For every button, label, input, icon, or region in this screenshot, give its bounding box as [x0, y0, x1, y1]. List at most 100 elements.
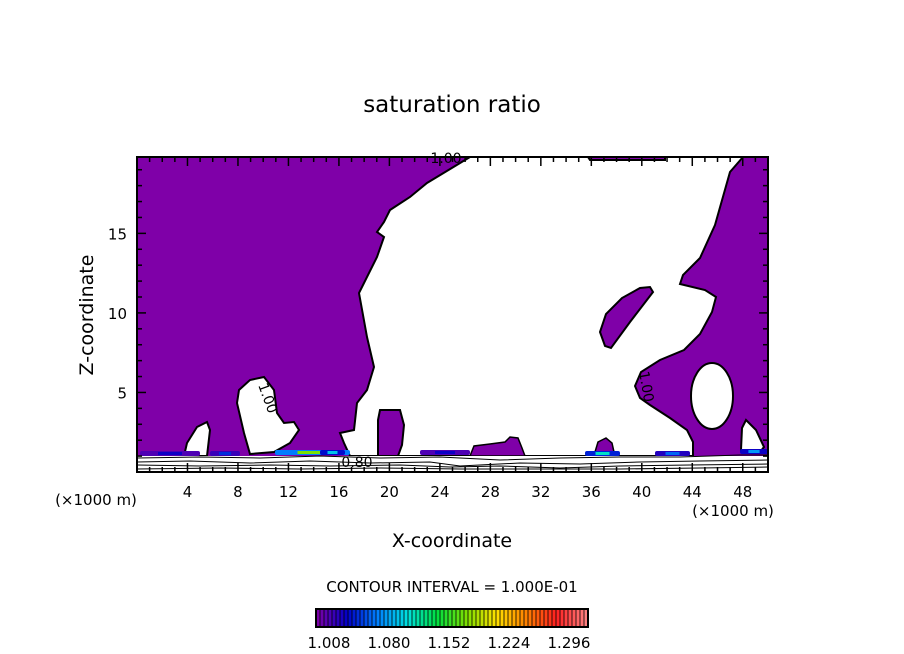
colorbar-swatch — [576, 609, 580, 627]
color-streak-core — [219, 452, 231, 455]
colorbar-swatch — [328, 609, 332, 627]
colorbar-swatch — [344, 609, 348, 627]
colorbar-swatch — [356, 609, 360, 627]
colorbar-swatch — [316, 609, 320, 627]
colorbar-tick-label: 1.008 — [308, 634, 351, 652]
colorbar-swatch — [436, 609, 440, 627]
colorbar-swatch — [428, 609, 432, 627]
y-tick-label: 10 — [108, 305, 127, 323]
colorbar-swatch — [372, 609, 376, 627]
colorbar-swatch — [412, 609, 416, 627]
purple-island — [598, 285, 655, 350]
colorbar-swatch — [332, 609, 336, 627]
colorbar-swatch — [324, 609, 328, 627]
colorbar-swatch — [480, 609, 484, 627]
x-tick-labels: 4 8 12 16 20 24 28 32 36 40 44 48 — [183, 483, 753, 501]
colorbar-swatch — [560, 609, 564, 627]
colorbar-tick-label: 1.080 — [368, 634, 411, 652]
colorbar-swatch — [496, 609, 500, 627]
plot-area: 1.00 1.00 1.00 0.80 — [136, 151, 769, 473]
x-tick-label: 44 — [683, 483, 702, 501]
y-tick-labels: 5 10 15 — [108, 225, 127, 402]
colorbar-swatch — [460, 609, 464, 627]
colorbar-swatch — [352, 609, 356, 627]
color-streak-core — [158, 452, 182, 455]
purple-bump-28 — [468, 436, 527, 457]
colorbar-swatch — [376, 609, 380, 627]
x-axis-label: X-coordinate — [392, 530, 512, 552]
colorbar-swatch — [464, 609, 468, 627]
colorbar-swatch — [536, 609, 540, 627]
colorbar-swatch — [416, 609, 420, 627]
contour-interval-label: CONTOUR INTERVAL = 1.000E-01 — [326, 578, 577, 596]
x-tick-label: 20 — [380, 483, 399, 501]
colorbar-swatch — [568, 609, 572, 627]
colorbar-swatch — [468, 609, 472, 627]
colorbar-swatch — [504, 609, 508, 627]
surface-contours — [136, 454, 769, 470]
colorbar-swatch — [532, 609, 536, 627]
colorbar-swatch — [452, 609, 456, 627]
color-streak-core — [297, 451, 328, 454]
subsaturated-blob — [235, 375, 301, 456]
colorbar-swatch — [368, 609, 372, 627]
colorbar-swatch — [484, 609, 488, 627]
colorbar-swatch — [552, 609, 556, 627]
contour-line — [136, 466, 769, 470]
surface-layer — [137, 456, 768, 472]
contour-label: 1.00 — [635, 370, 656, 403]
axis-ticks — [137, 157, 768, 472]
x-tick-label: 4 — [183, 483, 193, 501]
colorbar-swatch — [432, 609, 436, 627]
color-streak-core — [327, 451, 338, 454]
x-tick-label: 16 — [329, 483, 348, 501]
colorbar-swatch — [336, 609, 340, 627]
colorbar-swatch — [448, 609, 452, 627]
colorbar-swatch — [472, 609, 476, 627]
colorbar-swatch — [516, 609, 520, 627]
x-unit-left: (×1000 m) — [55, 491, 137, 509]
subsaturated-region — [338, 156, 746, 457]
x-unit-right: (×1000 m) — [692, 502, 774, 520]
color-streak-core — [748, 450, 760, 453]
colorbar-swatch — [544, 609, 548, 627]
color-streak-core — [665, 452, 680, 455]
colorbar-tick-labels: 1.008 1.080 1.152 1.224 1.296 — [308, 634, 591, 652]
colorbar-swatch — [400, 609, 404, 627]
colorbar-frame — [315, 608, 589, 628]
colorbar-swatch — [380, 609, 384, 627]
colorbar-swatch — [404, 609, 408, 627]
colorbar-swatch — [500, 609, 504, 627]
colorbar-swatch — [396, 609, 400, 627]
colorbar-swatch — [564, 609, 568, 627]
colorbar-swatch — [584, 609, 588, 627]
colorbar-swatch — [364, 609, 368, 627]
contour-line — [136, 463, 769, 469]
y-tick-label: 15 — [108, 225, 127, 243]
contour-label: 1.00 — [430, 151, 461, 167]
colorbar-swatch — [556, 609, 560, 627]
colorbar-swatch — [492, 609, 496, 627]
subsaturated-pocket — [690, 362, 734, 430]
colorbar-swatch — [340, 609, 344, 627]
x-tick-label: 40 — [632, 483, 651, 501]
colorbar-swatch — [572, 609, 576, 627]
colorbar-swatch — [360, 609, 364, 627]
colorbar-swatch — [320, 609, 324, 627]
colorbar-swatch — [512, 609, 516, 627]
colorbar-tick-label: 1.152 — [428, 634, 471, 652]
colorbar-swatch — [424, 609, 428, 627]
color-streak-core — [435, 451, 455, 454]
colorbar-swatch — [440, 609, 444, 627]
colorbar-swatch — [420, 609, 424, 627]
color-streaks — [140, 449, 768, 456]
purple-column — [377, 409, 406, 457]
colorbar-swatch — [384, 609, 388, 627]
colorbar-swatch — [488, 609, 492, 627]
x-tick-label: 28 — [481, 483, 500, 501]
y-tick-label: 5 — [117, 384, 127, 402]
colorbar-swatch — [520, 609, 524, 627]
contour-line — [136, 459, 769, 467]
colorbar-tick-label: 1.296 — [548, 634, 591, 652]
colorbar-swatch — [408, 609, 412, 627]
